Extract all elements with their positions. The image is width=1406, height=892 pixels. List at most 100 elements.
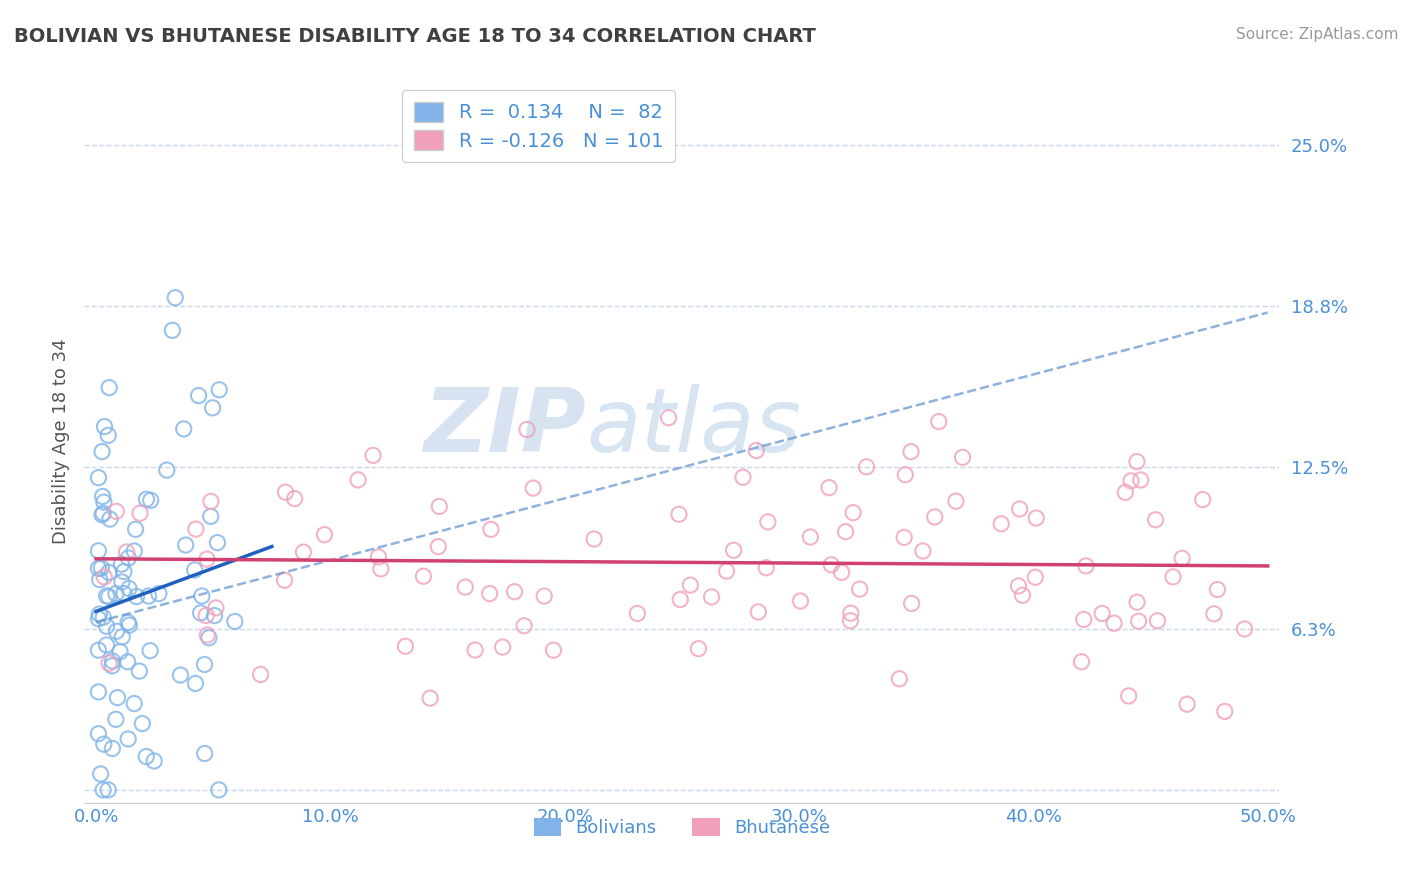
Point [839, 614, 862, 628]
Point [839, 606, 862, 620]
Point [91, 508, 114, 522]
Point [104, 712, 127, 726]
Point [93, 737, 115, 751]
Point [98, 381, 121, 395]
Point [184, 676, 207, 690]
Point [419, 691, 441, 706]
Point [96, 619, 118, 633]
Point [900, 444, 922, 458]
Point [165, 291, 187, 305]
Point [115, 545, 138, 559]
Point [208, 383, 231, 397]
Point [1126, 595, 1149, 609]
Point [143, 754, 166, 768]
Point [148, 586, 170, 600]
Point [700, 590, 723, 604]
Point [1191, 492, 1213, 507]
Point [124, 522, 146, 536]
Point [924, 510, 946, 524]
Point [101, 654, 124, 668]
Point [952, 450, 974, 465]
Point [831, 566, 853, 580]
Point [98, 656, 121, 670]
Text: atlas: atlas [586, 384, 801, 470]
Point [945, 494, 967, 508]
Point [1011, 588, 1033, 602]
Point [658, 410, 681, 425]
Point [200, 494, 222, 508]
Point [104, 587, 127, 601]
Point [108, 645, 131, 659]
Point [1025, 511, 1047, 525]
Point [723, 543, 745, 558]
Point [688, 641, 710, 656]
Point [98, 512, 121, 526]
Point [91, 444, 114, 458]
Point [990, 516, 1012, 531]
Point [1073, 612, 1095, 626]
Point [583, 532, 606, 546]
Point [370, 562, 392, 576]
Point [191, 589, 214, 603]
Point [117, 551, 139, 566]
Point [1070, 655, 1092, 669]
Point [207, 535, 229, 549]
Point [135, 492, 157, 507]
Point [755, 560, 778, 574]
Point [90, 767, 112, 781]
Point [87, 727, 110, 741]
Point [834, 524, 856, 539]
Point [893, 530, 915, 544]
Point [198, 631, 221, 645]
Point [347, 473, 370, 487]
Point [204, 608, 226, 623]
Point [87, 561, 110, 575]
Point [156, 463, 179, 477]
Point [454, 580, 477, 594]
Point [105, 624, 128, 639]
Point [139, 493, 162, 508]
Point [138, 589, 160, 603]
Point [747, 605, 769, 619]
Point [174, 538, 197, 552]
Point [187, 389, 209, 403]
Point [195, 608, 218, 623]
Point [118, 618, 141, 632]
Point [1233, 622, 1256, 636]
Point [1128, 614, 1150, 628]
Point [848, 582, 870, 596]
Point [129, 506, 152, 520]
Point [122, 544, 145, 558]
Point [756, 515, 779, 529]
Point [87, 685, 110, 699]
Text: Source: ZipAtlas.com: Source: ZipAtlas.com [1236, 27, 1399, 42]
Point [1114, 485, 1136, 500]
Text: BOLIVIAN VS BHUTANESE DISABILITY AGE 18 TO 34 CORRELATION CHART: BOLIVIAN VS BHUTANESE DISABILITY AGE 18 … [14, 27, 815, 45]
Point [361, 449, 384, 463]
Point [842, 506, 865, 520]
Point [91, 783, 114, 797]
Point [101, 741, 124, 756]
Point [128, 664, 150, 678]
Point [284, 491, 307, 506]
Point [91, 506, 114, 520]
Point [716, 564, 738, 578]
Point [208, 783, 231, 797]
Point [87, 643, 110, 657]
Point [274, 485, 297, 500]
Point [1118, 689, 1140, 703]
Point [96, 589, 118, 603]
Point [522, 481, 544, 495]
Point [93, 419, 115, 434]
Point [820, 558, 842, 572]
Point [789, 594, 811, 608]
Point [273, 574, 295, 588]
Point [118, 582, 141, 596]
Point [855, 459, 877, 474]
Point [110, 558, 132, 572]
Point [513, 619, 536, 633]
Point [249, 667, 271, 681]
Point [107, 690, 129, 705]
Point [1206, 582, 1229, 597]
Legend: Bolivians, Bhutanese: Bolivians, Bhutanese [526, 811, 838, 845]
